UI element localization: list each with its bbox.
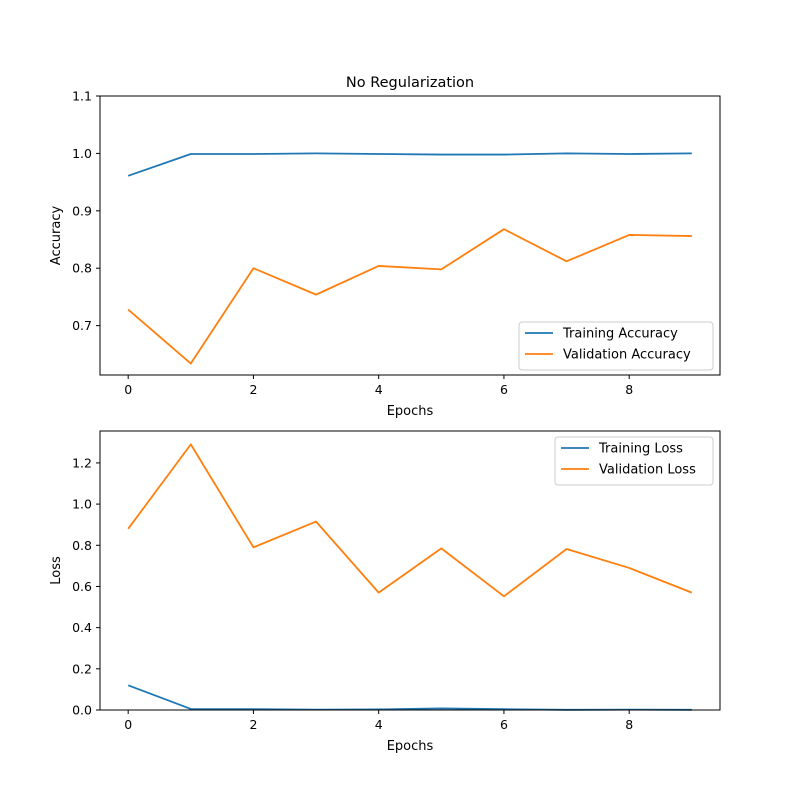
x-tick-label: 4 [375,382,383,397]
y-tick-label: 0.0 [72,703,92,718]
y-tick-label: 0.8 [72,261,92,276]
x-tick-label: 8 [625,382,633,397]
x-tick-label: 2 [249,382,257,397]
y-tick-label: 0.8 [72,538,92,553]
legend-label: Validation Accuracy [563,348,691,363]
legend-label: Training Accuracy [562,327,678,342]
plot-frame [99,95,721,376]
plot-frame [99,430,721,711]
x-tick-label: 8 [625,717,633,732]
series-line-training-accuracy [127,152,692,177]
y-axis-label: Accuracy [49,206,64,266]
y-tick-label: 0.2 [72,661,92,676]
y-tick-label: 1.2 [72,455,92,470]
y-tick-label: 1.1 [72,89,92,104]
legend-label: Validation Loss [599,463,696,478]
x-tick-label: 6 [500,382,508,397]
x-tick-label: 6 [500,717,508,732]
x-axis-label: Epochs [387,404,434,419]
y-tick-label: 0.4 [72,620,92,635]
legend-label: Training Loss [598,442,683,457]
y-tick-label: 0.7 [72,318,92,333]
y-axis-label: Loss [49,556,64,585]
legend: Training Loss Validation Loss [554,436,714,486]
legend-box [518,321,714,371]
chart-title: No Regularization [346,75,474,91]
loss-chart: 0 2 4 6 8 0.0 0.2 0.4 0.6 0.8 1.0 1.2 Epochs Loss Trai… [49,430,721,754]
x-tick-label: 0 [124,382,132,397]
x-tick-label: 4 [375,717,383,732]
x-tick-label: 2 [249,717,257,732]
y-tick-label: 1.0 [72,497,92,512]
x-axis-label: Epochs [387,739,434,754]
series-line-validation-accuracy [127,228,692,365]
y-tick-label: 0.6 [72,579,92,594]
x-tick-label: 0 [124,717,132,732]
legend: Training Accuracy Validation Accuracy [518,321,714,371]
y-tick-label: 0.9 [72,203,92,218]
series-line-validation-loss [127,443,693,598]
accuracy-chart: No Regularization 0 2 4 6 8 0.7 0.8 0.9 1.0 1.1 Epo… [49,75,721,419]
legend-box [554,436,714,486]
y-tick-label: 1.0 [72,146,92,161]
